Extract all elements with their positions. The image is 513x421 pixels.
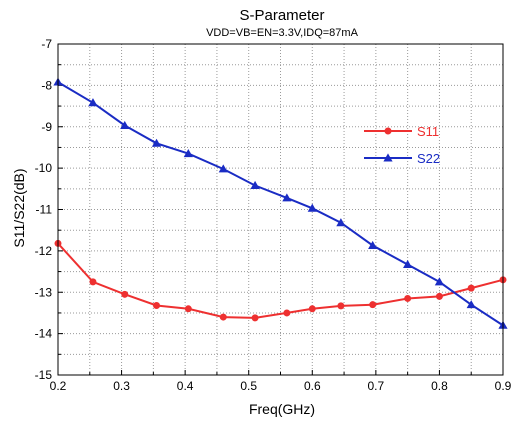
y-tick-label: -14 — [35, 327, 53, 341]
data-point-s22 — [88, 98, 98, 107]
data-point-s11 — [369, 301, 377, 309]
data-point-s22 — [307, 203, 317, 212]
data-point-s11 — [219, 313, 227, 321]
series-group — [53, 77, 508, 329]
chart-title: S-Parameter — [239, 7, 324, 24]
x-tick-label: 0.4 — [177, 379, 194, 393]
y-tick-label: -13 — [35, 285, 53, 299]
y-tick-label: -7 — [41, 37, 52, 51]
data-point-s11 — [89, 278, 97, 286]
y-tick-label: -10 — [35, 161, 53, 175]
data-point-s22 — [218, 164, 228, 173]
data-point-s22 — [336, 218, 346, 227]
x-tick-label: 0.6 — [304, 379, 321, 393]
data-point-s22 — [183, 149, 193, 158]
x-tick-label: 0.2 — [50, 379, 67, 393]
data-point-s11 — [435, 292, 443, 300]
y-tick-label: -11 — [36, 203, 53, 217]
plot-frame — [57, 43, 504, 376]
data-point-s11 — [121, 290, 129, 298]
data-point-s11 — [251, 314, 259, 322]
data-point-s22 — [282, 193, 292, 202]
x-tick-label: 0.5 — [240, 379, 257, 393]
y-tick-label: -12 — [35, 244, 53, 258]
x-axis-label: Freq(GHz) — [249, 401, 315, 417]
x-tick-labels: 0.2 0.3 0.4 0.5 0.6 0.7 0.8 0.9 — [50, 379, 512, 393]
legend: S11 S22 — [364, 124, 440, 166]
data-point-s11 — [337, 302, 345, 310]
y-axis-label: S11/S22(dB) — [11, 168, 27, 247]
legend-label-s11: S11 — [417, 124, 439, 139]
data-point-s11 — [467, 284, 475, 292]
data-point-s22 — [151, 138, 162, 147]
legend-marker-s11 — [384, 127, 392, 135]
y-tick-label: -15 — [35, 368, 53, 382]
y-tick-labels: -15 -14 -13 -12 -11 -10 -9 -8 -7 — [35, 37, 53, 382]
x-tick-label: 0.3 — [113, 379, 130, 393]
data-point-s11 — [308, 305, 316, 313]
grid-lines — [58, 44, 503, 375]
data-point-s11 — [153, 301, 161, 309]
data-point-s22 — [466, 300, 476, 309]
data-point-s22 — [250, 180, 260, 189]
data-point-s22 — [120, 120, 130, 129]
data-point-s22 — [434, 277, 445, 286]
x-tick-label: 0.9 — [495, 379, 512, 393]
legend-label-s22: S22 — [417, 151, 440, 166]
x-tick-label: 0.8 — [431, 379, 448, 393]
data-point-s11 — [283, 309, 291, 317]
x-tick-label: 0.7 — [368, 379, 385, 393]
y-tick-label: -8 — [41, 78, 52, 92]
data-point-s11 — [404, 294, 412, 302]
chart-subtitle: VDD=VB=EN=3.3V,IDQ=87mA — [206, 27, 359, 39]
data-point-s11 — [184, 305, 192, 313]
data-point-s22 — [368, 240, 378, 249]
y-tick-label: -9 — [41, 120, 52, 134]
legend-marker-s22 — [383, 153, 393, 162]
data-point-s22 — [403, 259, 413, 268]
